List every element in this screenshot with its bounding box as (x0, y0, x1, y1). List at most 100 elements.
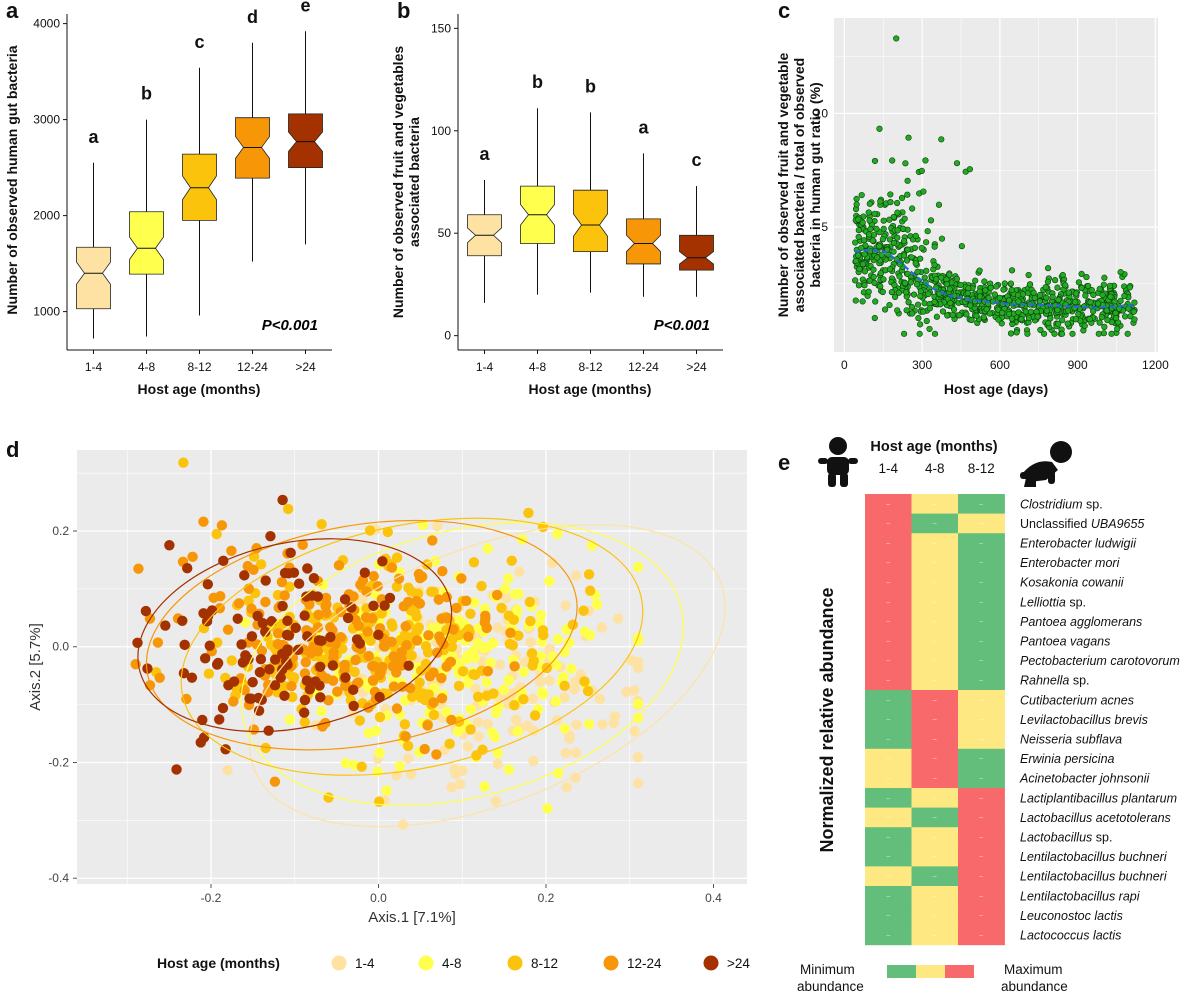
panel-c-point (967, 302, 974, 309)
panel-c-point (981, 278, 988, 285)
panel-d-point->24 (377, 556, 388, 567)
panel-d-point-1-4 (528, 725, 539, 736)
legend-min-line1: Minimum (800, 962, 855, 977)
panel-e-cell (911, 611, 959, 632)
panel-c-point (1086, 315, 1093, 323)
panel-c-point (1124, 330, 1131, 337)
panel-d-point-1-4 (571, 719, 582, 730)
panel-c-point (1007, 280, 1014, 287)
panel-c-point (867, 226, 874, 233)
panel-c-point (1036, 298, 1043, 305)
panel-d-point-1-4 (560, 747, 572, 759)
panel-e-cell-dash: – (979, 560, 983, 567)
panel-d-point-8-12 (469, 669, 481, 681)
panel-d-point->24 (264, 664, 275, 675)
panel-c-point (1026, 281, 1034, 288)
panel-c-point (871, 314, 878, 322)
svg-text:associated bacteria / total of: associated bacteria / total of observed (791, 58, 807, 312)
panel-c-point (1101, 274, 1108, 281)
panel-d-point-4-8 (512, 726, 523, 737)
panel-d-point-8-12 (428, 709, 440, 721)
panel-e-cell-dash: – (979, 834, 983, 841)
panel-d-point-8-12 (528, 655, 540, 667)
panel-d-point->24 (275, 672, 286, 683)
panel-c-point (1008, 267, 1016, 274)
panel-d-point-1-4 (632, 778, 644, 789)
panel-d-point-8-12 (374, 711, 386, 723)
panel-c-point (931, 330, 939, 337)
panel-d-point->24 (204, 640, 215, 651)
panel-d-point-12-24 (404, 682, 416, 694)
panel-c-point (1075, 311, 1082, 318)
panel-d-point->24 (368, 600, 379, 612)
panel-c-point (1103, 307, 1110, 314)
panel-e-cell (911, 768, 959, 789)
panel-d-point->24 (293, 644, 304, 656)
panel-d-legend-swatch-12-24 (603, 955, 619, 971)
panel-e-cell-dash: – (979, 873, 983, 880)
panel-c-point (879, 288, 886, 296)
panel-d-point-4-8 (394, 760, 405, 772)
panel-c-point (1095, 330, 1102, 337)
panel-d-point-8-12 (226, 655, 237, 666)
panel-c-point (859, 261, 867, 268)
pa-group-letter: a (88, 127, 99, 147)
panel-e-cell (958, 807, 1005, 828)
panel-c-scatter: 5 10 0 300 600 900 1200 Host age (days) Numbe… (775, 18, 1169, 397)
panel-e-cell (911, 592, 959, 612)
panel-c-point (874, 254, 881, 261)
panel-e-cell (911, 513, 959, 534)
panel-e-row-label: Unclassified UBA9655 (1020, 517, 1144, 531)
panel-c-point (1096, 319, 1103, 326)
panel-c-point (1131, 299, 1138, 306)
pb-xtick-label: 4-8 (529, 360, 547, 374)
panel-e-cell (958, 729, 1005, 750)
panel-e-cell (865, 729, 912, 750)
panel-e-row-label: Lelliottia sp. (1020, 595, 1086, 609)
panel-c-xtick-label: 600 (990, 358, 1010, 372)
panel-c-point (999, 309, 1006, 316)
panel-e-row-label: Leuconostoc lactis (1020, 909, 1123, 923)
panel-c-point (878, 251, 885, 258)
panel-d-point-12-24 (434, 631, 445, 642)
panel-d-point-12-24 (436, 613, 447, 624)
panel-d-point-1-4 (629, 725, 640, 737)
panel-d-point-12-24 (388, 651, 399, 662)
panel-d-point-12-24 (198, 516, 209, 527)
panel-d-point-4-8 (433, 621, 444, 633)
panel-d-point-8-12 (420, 640, 432, 652)
panel-d-point-12-24 (393, 573, 405, 584)
panel-e-cell-dash: – (933, 814, 937, 821)
panel-d-point-12-24 (414, 598, 426, 609)
panel-e-cell-dash: – (886, 579, 890, 586)
panel-d-point-8-12 (423, 689, 434, 700)
panel-c-point (1043, 307, 1050, 314)
panel-c-point (917, 255, 924, 262)
panel-c-point (902, 289, 910, 296)
panel-d-point-1-4 (621, 686, 632, 697)
panel-d-point-12-24 (388, 681, 400, 692)
panel-c-point (958, 243, 965, 250)
panel-d-point->24 (164, 540, 175, 551)
panel-d-point-4-8 (481, 677, 492, 688)
panel-d-point-4-8 (552, 634, 564, 645)
panel-d-point-12-24 (391, 703, 403, 714)
panel-c-point (933, 313, 940, 320)
panel-d-point->24 (265, 531, 276, 542)
panel-c-point (1033, 308, 1040, 315)
panel-e-cell-dash: – (886, 618, 890, 625)
panel-d-point-1-4 (222, 764, 233, 776)
panel-e-row-label: Erwinia persicina (1020, 752, 1115, 766)
panel-c-point (1098, 314, 1105, 321)
panel-e-cell-dash: – (979, 775, 983, 782)
panel-e-cell-dash: – (979, 638, 983, 645)
panel-e-cell (958, 611, 1005, 632)
panel-d-point-8-12 (518, 693, 529, 705)
panel-d-point-1-4 (472, 717, 484, 728)
panel-e-cell (865, 788, 912, 808)
panel-e-cell (958, 690, 1005, 710)
panel-e-cell (865, 631, 912, 652)
panel-e-cell-dash: – (933, 932, 937, 939)
pa-group-letter: d (247, 7, 258, 27)
panel-c-point (1025, 315, 1033, 322)
